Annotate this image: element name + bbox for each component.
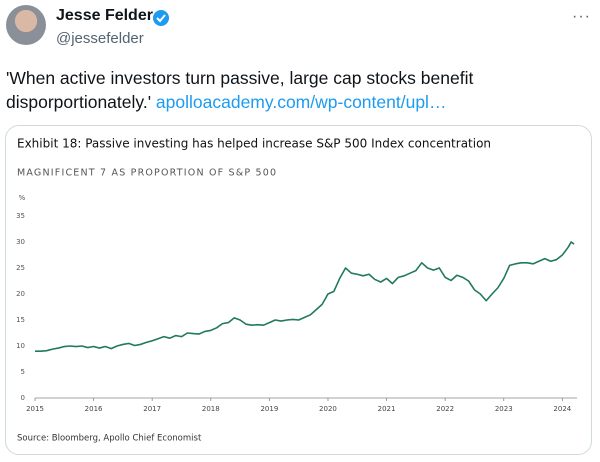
post-body: 'When active investors turn passive, lar… [6,68,474,112]
post-link[interactable]: apolloacademy.com/wp-content/upl… [155,92,447,112]
chart-source: Source: Bloomberg, Apollo Chief Economis… [17,434,202,444]
author-handle[interactable]: @jessefelder [56,30,144,47]
y-tick-label: 20 [16,290,25,298]
x-tick-label: 2023 [495,405,513,413]
y-tick-label: 10 [16,342,25,350]
y-tick-label: 30 [16,238,25,246]
verified-badge [153,10,169,26]
y-tick-label: 25 [16,264,25,272]
x-tick-label: 2018 [202,405,220,413]
more-menu[interactable]: ··· [572,8,591,25]
media-card[interactable] [5,125,592,455]
x-tick-label: 2016 [85,405,103,413]
x-tick-label: 2015 [26,405,44,413]
y-axis-unit: % [19,194,26,202]
chart-subtitle: MAGNIFICENT 7 AS PROPORTION OF S&P 500 [17,168,277,179]
y-tick-label: 15 [16,316,25,324]
x-tick-label: 2017 [143,405,161,413]
data-line [35,241,575,352]
x-tick-label: 2022 [436,405,454,413]
y-tick-label: 5 [21,368,25,376]
avatar[interactable] [6,5,46,45]
chart-title: Exhibit 18: Passive investing has helped… [17,137,491,151]
x-tick-label: 2019 [260,405,278,413]
post-text: 'When active investors turn passive, lar… [6,66,566,114]
x-tick-label: 2021 [378,405,396,413]
x-tick-label: 2024 [553,405,571,413]
y-tick-label: 0 [21,394,25,402]
author-name[interactable]: Jesse Felder [56,7,153,24]
y-tick-label: 35 [16,212,25,220]
x-tick-label: 2020 [319,405,337,413]
